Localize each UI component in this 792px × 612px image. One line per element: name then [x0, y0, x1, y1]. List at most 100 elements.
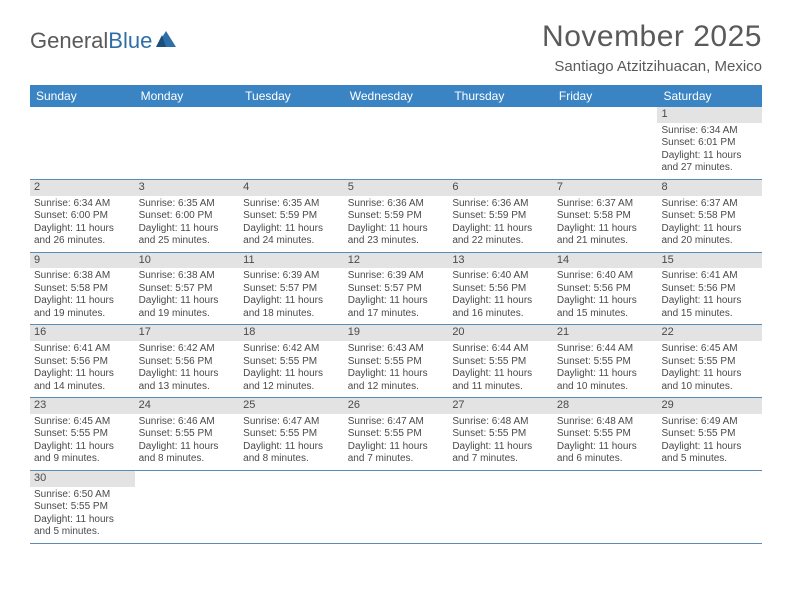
day-body: Sunrise: 6:39 AMSunset: 5:57 PMDaylight:…	[239, 268, 344, 324]
sunset-text: Sunset: 5:55 PM	[243, 356, 340, 369]
sunset-text: Sunset: 5:55 PM	[34, 501, 131, 514]
sunset-text: Sunset: 5:58 PM	[661, 210, 758, 223]
day-body: Sunrise: 6:50 AMSunset: 5:55 PMDaylight:…	[30, 487, 135, 543]
daylight-text: Daylight: 11 hours	[557, 223, 654, 236]
day-cell: 26Sunrise: 6:47 AMSunset: 5:55 PMDayligh…	[344, 398, 449, 470]
day-number: 5	[344, 180, 449, 196]
daylight-text: Daylight: 11 hours	[34, 368, 131, 381]
sunrise-text: Sunrise: 6:38 AM	[34, 270, 131, 283]
daylight-text: and 9 minutes.	[34, 453, 131, 466]
daylight-text: and 6 minutes.	[557, 453, 654, 466]
sunrise-text: Sunrise: 6:35 AM	[139, 198, 236, 211]
sunset-text: Sunset: 5:59 PM	[348, 210, 445, 223]
sunrise-text: Sunrise: 6:42 AM	[139, 343, 236, 356]
daylight-text: Daylight: 11 hours	[34, 223, 131, 236]
sunrise-text: Sunrise: 6:44 AM	[557, 343, 654, 356]
day-cell: 29Sunrise: 6:49 AMSunset: 5:55 PMDayligh…	[657, 398, 762, 470]
day-number: 18	[239, 325, 344, 341]
day-cell: 25Sunrise: 6:47 AMSunset: 5:55 PMDayligh…	[239, 398, 344, 470]
dow-cell: Saturday	[657, 85, 762, 107]
week-row: 1Sunrise: 6:34 AMSunset: 6:01 PMDaylight…	[30, 107, 762, 180]
sunset-text: Sunset: 5:55 PM	[243, 428, 340, 441]
sunrise-text: Sunrise: 6:36 AM	[452, 198, 549, 211]
daylight-text: Daylight: 11 hours	[139, 441, 236, 454]
daylight-text: and 5 minutes.	[34, 526, 131, 539]
daylight-text: Daylight: 11 hours	[348, 441, 445, 454]
day-body: Sunrise: 6:35 AMSunset: 5:59 PMDaylight:…	[239, 196, 344, 252]
day-number: 3	[135, 180, 240, 196]
daylight-text: and 26 minutes.	[34, 235, 131, 248]
daylight-text: and 20 minutes.	[661, 235, 758, 248]
dow-cell: Monday	[135, 85, 240, 107]
sunset-text: Sunset: 5:55 PM	[557, 428, 654, 441]
sunset-text: Sunset: 5:59 PM	[243, 210, 340, 223]
daylight-text: and 8 minutes.	[243, 453, 340, 466]
sunset-text: Sunset: 5:55 PM	[139, 428, 236, 441]
day-body: Sunrise: 6:49 AMSunset: 5:55 PMDaylight:…	[657, 414, 762, 470]
sunset-text: Sunset: 5:58 PM	[34, 283, 131, 296]
day-cell	[239, 107, 344, 179]
day-body: Sunrise: 6:34 AMSunset: 6:00 PMDaylight:…	[30, 196, 135, 252]
sunset-text: Sunset: 5:56 PM	[557, 283, 654, 296]
day-body: Sunrise: 6:38 AMSunset: 5:57 PMDaylight:…	[135, 268, 240, 324]
day-number: 8	[657, 180, 762, 196]
sunrise-text: Sunrise: 6:49 AM	[661, 416, 758, 429]
day-body: Sunrise: 6:38 AMSunset: 5:58 PMDaylight:…	[30, 268, 135, 324]
day-body: Sunrise: 6:39 AMSunset: 5:57 PMDaylight:…	[344, 268, 449, 324]
day-cell: 27Sunrise: 6:48 AMSunset: 5:55 PMDayligh…	[448, 398, 553, 470]
day-body: Sunrise: 6:44 AMSunset: 5:55 PMDaylight:…	[448, 341, 553, 397]
day-cell	[448, 107, 553, 179]
week-row: 30Sunrise: 6:50 AMSunset: 5:55 PMDayligh…	[30, 471, 762, 544]
day-number: 13	[448, 253, 553, 269]
day-number: 24	[135, 398, 240, 414]
daylight-text: and 7 minutes.	[348, 453, 445, 466]
day-number: 4	[239, 180, 344, 196]
day-cell: 11Sunrise: 6:39 AMSunset: 5:57 PMDayligh…	[239, 253, 344, 325]
sunrise-text: Sunrise: 6:39 AM	[348, 270, 445, 283]
daylight-text: and 21 minutes.	[557, 235, 654, 248]
day-body: Sunrise: 6:47 AMSunset: 5:55 PMDaylight:…	[344, 414, 449, 470]
daylight-text: and 19 minutes.	[34, 308, 131, 321]
daylight-text: and 10 minutes.	[557, 381, 654, 394]
week-row: 2Sunrise: 6:34 AMSunset: 6:00 PMDaylight…	[30, 180, 762, 253]
day-cell	[135, 107, 240, 179]
sunrise-text: Sunrise: 6:35 AM	[243, 198, 340, 211]
day-number: 19	[344, 325, 449, 341]
daylight-text: and 7 minutes.	[452, 453, 549, 466]
sunrise-text: Sunrise: 6:36 AM	[348, 198, 445, 211]
daylight-text: Daylight: 11 hours	[348, 368, 445, 381]
day-number: 9	[30, 253, 135, 269]
day-cell	[239, 471, 344, 543]
day-body: Sunrise: 6:40 AMSunset: 5:56 PMDaylight:…	[553, 268, 658, 324]
day-body: Sunrise: 6:45 AMSunset: 5:55 PMDaylight:…	[657, 341, 762, 397]
day-cell: 9Sunrise: 6:38 AMSunset: 5:58 PMDaylight…	[30, 253, 135, 325]
sunrise-text: Sunrise: 6:44 AM	[452, 343, 549, 356]
daylight-text: and 16 minutes.	[452, 308, 549, 321]
month-title: November 2025	[542, 20, 762, 54]
sunset-text: Sunset: 5:55 PM	[34, 428, 131, 441]
daylight-text: and 19 minutes.	[139, 308, 236, 321]
daylight-text: and 8 minutes.	[139, 453, 236, 466]
day-number: 1	[657, 107, 762, 123]
day-cell: 2Sunrise: 6:34 AMSunset: 6:00 PMDaylight…	[30, 180, 135, 252]
sunset-text: Sunset: 5:55 PM	[452, 428, 549, 441]
daylight-text: Daylight: 11 hours	[557, 295, 654, 308]
day-number: 27	[448, 398, 553, 414]
daylight-text: Daylight: 11 hours	[661, 295, 758, 308]
daylight-text: and 27 minutes.	[661, 162, 758, 175]
sunrise-text: Sunrise: 6:40 AM	[557, 270, 654, 283]
day-body: Sunrise: 6:43 AMSunset: 5:55 PMDaylight:…	[344, 341, 449, 397]
day-number: 10	[135, 253, 240, 269]
daylight-text: Daylight: 11 hours	[661, 441, 758, 454]
sunrise-text: Sunrise: 6:45 AM	[34, 416, 131, 429]
daylight-text: Daylight: 11 hours	[243, 368, 340, 381]
daylight-text: and 14 minutes.	[34, 381, 131, 394]
daylight-text: and 10 minutes.	[661, 381, 758, 394]
daylight-text: Daylight: 11 hours	[557, 368, 654, 381]
sunset-text: Sunset: 5:55 PM	[661, 356, 758, 369]
day-cell	[344, 107, 449, 179]
daylight-text: Daylight: 11 hours	[243, 223, 340, 236]
day-body: Sunrise: 6:44 AMSunset: 5:55 PMDaylight:…	[553, 341, 658, 397]
day-number: 11	[239, 253, 344, 269]
sunset-text: Sunset: 5:55 PM	[661, 428, 758, 441]
